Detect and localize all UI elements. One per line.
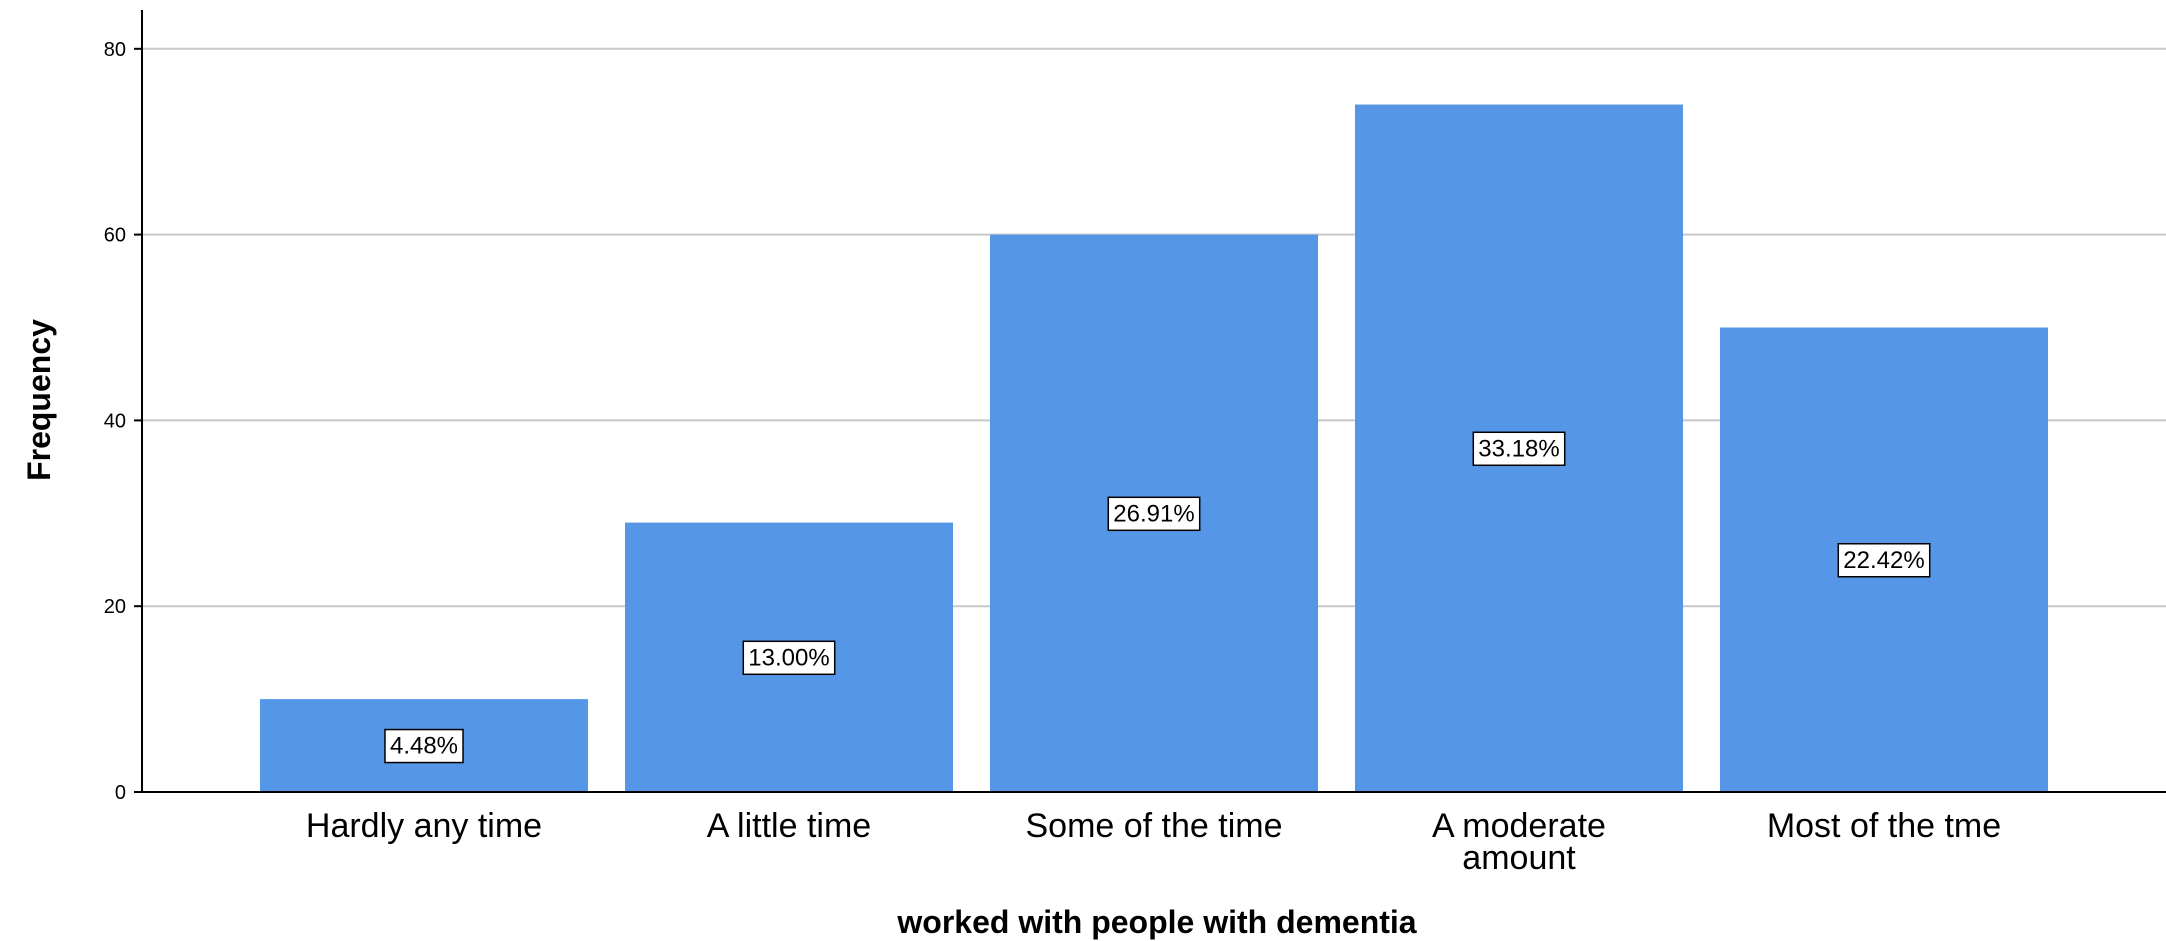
data-label: 22.42% <box>1837 543 1931 578</box>
y-tick-label: 80 <box>104 39 126 61</box>
x-tick-label: A moderate <box>1432 807 1606 845</box>
data-label-box <box>384 728 464 764</box>
x-tick-label: Some of the time <box>1025 807 1282 845</box>
data-label-text: 33.18% <box>1478 435 1559 462</box>
x-tick-label: A little time <box>707 807 871 845</box>
data-label-text: 13.00% <box>748 644 829 671</box>
data-label: 13.00% <box>742 640 836 676</box>
x-tick-label: amount <box>1462 839 1576 877</box>
data-label-text: 4.48% <box>390 733 458 760</box>
y-tick-label: 20 <box>104 596 126 618</box>
bars <box>260 104 2048 793</box>
y-tick-label: 60 <box>104 225 126 247</box>
x-axis-title: worked with people with dementia <box>896 904 1416 940</box>
x-tick-labels: Hardly any time A little time Some of the … <box>306 807 2001 877</box>
data-label: 33.18% <box>1472 431 1566 467</box>
y-tick-label: 40 <box>104 410 126 432</box>
data-labels: 4.48% 13.00% 26.91% 33.18% 22.42% <box>384 431 1931 764</box>
data-label-text: 26.91% <box>1113 500 1194 527</box>
y-tick-label: 0 <box>115 782 126 804</box>
x-tick-label: Most of the tme <box>1767 807 2001 845</box>
data-label: 26.91% <box>1107 496 1201 532</box>
data-label: 4.48% <box>384 728 464 764</box>
y-tick-labels: 0 20 40 60 80 <box>104 39 126 804</box>
y-axis-title: Frequency <box>21 319 57 481</box>
data-label-box <box>1107 496 1201 532</box>
x-tick-label: Hardly any time <box>306 807 542 845</box>
data-label-box <box>742 640 836 676</box>
data-label-text: 22.42% <box>1843 547 1924 574</box>
data-label-box <box>1837 543 1931 578</box>
axes <box>134 10 2166 793</box>
data-label-box <box>1472 431 1566 467</box>
